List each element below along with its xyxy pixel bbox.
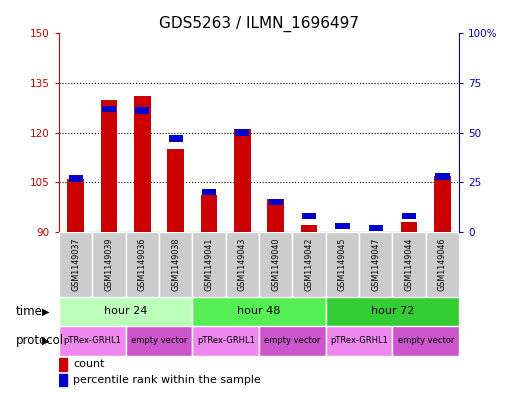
Bar bbox=[226, 232, 259, 297]
Text: GSM1149039: GSM1149039 bbox=[105, 237, 113, 291]
Bar bbox=[59, 374, 67, 386]
Bar bbox=[267, 199, 284, 232]
Text: GSM1149040: GSM1149040 bbox=[271, 238, 280, 291]
Bar bbox=[201, 195, 218, 232]
Bar bbox=[402, 213, 416, 219]
Bar bbox=[392, 232, 426, 297]
Text: pTRex-GRHL1: pTRex-GRHL1 bbox=[330, 336, 388, 345]
Bar bbox=[101, 99, 117, 232]
Bar bbox=[326, 326, 392, 356]
Text: hour 72: hour 72 bbox=[371, 307, 414, 316]
Text: empty vector: empty vector bbox=[131, 336, 187, 345]
Bar bbox=[59, 358, 67, 371]
Bar bbox=[192, 297, 326, 326]
Text: GSM1149046: GSM1149046 bbox=[438, 238, 447, 291]
Bar bbox=[59, 232, 92, 297]
Bar bbox=[169, 135, 183, 142]
Text: pTRex-GRHL1: pTRex-GRHL1 bbox=[197, 336, 254, 345]
Bar bbox=[126, 326, 192, 356]
Text: hour 48: hour 48 bbox=[238, 307, 281, 316]
Bar bbox=[326, 297, 459, 326]
Text: ▶: ▶ bbox=[43, 336, 50, 346]
Bar bbox=[434, 176, 451, 232]
Text: ▶: ▶ bbox=[43, 307, 50, 316]
Bar bbox=[126, 232, 159, 297]
Text: GSM1149041: GSM1149041 bbox=[205, 238, 213, 291]
Bar bbox=[202, 189, 216, 195]
Bar bbox=[259, 232, 292, 297]
Bar bbox=[369, 224, 383, 231]
Text: hour 24: hour 24 bbox=[104, 307, 147, 316]
Bar bbox=[301, 225, 318, 232]
Bar bbox=[159, 232, 192, 297]
Text: GSM1149038: GSM1149038 bbox=[171, 238, 180, 291]
Bar bbox=[436, 173, 449, 180]
Bar bbox=[359, 232, 392, 297]
Text: protocol: protocol bbox=[15, 334, 64, 347]
Text: GSM1149043: GSM1149043 bbox=[238, 238, 247, 291]
Bar bbox=[426, 232, 459, 297]
Bar bbox=[92, 232, 126, 297]
Bar bbox=[192, 326, 259, 356]
Bar bbox=[392, 326, 459, 356]
Text: count: count bbox=[73, 359, 105, 369]
Bar bbox=[102, 105, 116, 112]
Text: empty vector: empty vector bbox=[398, 336, 454, 345]
Bar bbox=[234, 129, 251, 232]
Bar bbox=[167, 149, 184, 232]
Bar bbox=[269, 199, 283, 206]
Text: GSM1149047: GSM1149047 bbox=[371, 237, 380, 291]
Text: pTRex-GRHL1: pTRex-GRHL1 bbox=[64, 336, 121, 345]
Bar bbox=[336, 222, 349, 229]
Title: GDS5263 / ILMN_1696497: GDS5263 / ILMN_1696497 bbox=[159, 16, 359, 32]
Bar bbox=[69, 175, 83, 182]
Bar bbox=[302, 213, 316, 219]
Text: GSM1149045: GSM1149045 bbox=[338, 237, 347, 291]
Text: GSM1149044: GSM1149044 bbox=[405, 238, 413, 291]
Bar bbox=[134, 96, 151, 232]
Text: percentile rank within the sample: percentile rank within the sample bbox=[73, 375, 261, 385]
Bar bbox=[292, 232, 326, 297]
Text: GSM1149037: GSM1149037 bbox=[71, 237, 80, 291]
Text: GSM1149036: GSM1149036 bbox=[138, 238, 147, 291]
Bar bbox=[59, 297, 192, 326]
Bar bbox=[326, 232, 359, 297]
Text: empty vector: empty vector bbox=[264, 336, 321, 345]
Bar bbox=[235, 129, 249, 136]
Bar bbox=[67, 179, 84, 232]
Bar bbox=[59, 326, 126, 356]
Text: time: time bbox=[15, 305, 42, 318]
Bar bbox=[135, 108, 149, 114]
Bar bbox=[401, 222, 418, 232]
Text: GSM1149042: GSM1149042 bbox=[305, 237, 313, 291]
Bar bbox=[259, 326, 326, 356]
Bar bbox=[192, 232, 226, 297]
Bar bbox=[367, 232, 384, 235]
